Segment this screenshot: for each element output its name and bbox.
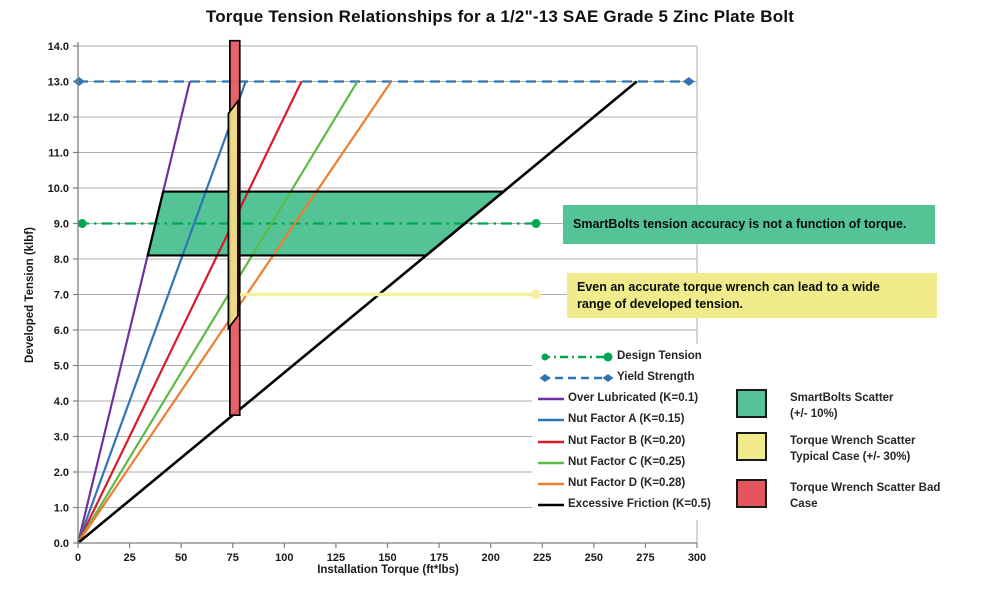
x-tick-label: 50 — [175, 552, 187, 564]
x-tick-label: 100 — [275, 552, 293, 564]
legend-label: Design Tension — [617, 350, 702, 362]
y-tick-label: 7.0 — [54, 290, 69, 302]
legend-item-nut-factor-b-k-0-20: Nut Factor B (K=0.20) — [532, 434, 728, 450]
y-tick-label: 6.0 — [54, 325, 69, 337]
x-tick-label: 0 — [75, 552, 81, 564]
region-torque-wrench-scatter-typical — [227, 98, 239, 331]
legend-item-design-tension: Design Tension — [532, 349, 728, 365]
legend-label: Yield Strength — [617, 371, 695, 384]
legend: Design Tension Yield Strength Over Lubrica… — [532, 344, 728, 520]
legend-sample-line — [538, 419, 564, 422]
legend-item-yield-strength: Yield Strength — [532, 370, 728, 386]
legend-marker-circle — [603, 352, 613, 362]
legend-label: Nut Factor B (K=0.20) — [568, 434, 686, 447]
legend-sample-line — [539, 374, 614, 383]
swatch-label-line: Torque Wrench Scatter — [790, 435, 916, 447]
callout-marker — [531, 289, 542, 300]
y-tick-label: 5.0 — [54, 361, 69, 373]
legend-marker-circle — [541, 353, 549, 361]
swatch-smartbolts-scatter — [736, 389, 767, 418]
legend-sample-line — [538, 397, 564, 401]
swatch-label-line: Torque Wrench Scatter Bad — [790, 482, 941, 494]
y-tick-label: 1.0 — [54, 503, 69, 515]
legend-item-over-lubricated-k-0-1: Over Lubricated (K=0.1) — [532, 391, 728, 407]
x-tick-label: 200 — [481, 552, 499, 564]
chart-title: Torque Tension Relationships for a 1/2"-… — [205, 7, 795, 26]
legend-label: Nut Factor D (K=0.28) — [568, 476, 686, 489]
x-tick-label: 275 — [636, 552, 654, 564]
swatch-label-line: (+/- 10%) — [790, 407, 838, 420]
annotation-smartbolts-text: SmartBolts tension accuracy is not a fun… — [573, 217, 907, 232]
y-tick-label: 2.0 — [54, 467, 69, 479]
legend-sample-line — [538, 503, 564, 507]
annotation-torque-wrench: Even an accurate torque wrench can lead … — [567, 273, 937, 318]
x-tick-label: 250 — [585, 552, 603, 564]
legend-sample-line — [541, 352, 613, 362]
y-tick-label: 0.0 — [54, 538, 69, 550]
legend-item-excessive-friction-k-0-5: Excessive Friction (K=0.5) — [532, 497, 728, 513]
y-tick-label: 11.0 — [48, 148, 69, 160]
annotation-torque-wrench-line1: Even an accurate torque wrench can lead … — [577, 280, 880, 294]
x-tick-label: 150 — [378, 552, 396, 564]
x-tick-label: 300 — [688, 552, 706, 564]
x-axis-title: Installation Torque (ft*lbs) — [317, 564, 459, 576]
series-line-nut-factor-c-k-0-25 — [77, 80, 359, 544]
y-tick-label: 14.0 — [48, 41, 69, 53]
swatch-label-line: Case — [790, 497, 818, 510]
legend-label: Nut Factor A (K=0.15) — [568, 413, 685, 426]
legend-sample-line — [538, 440, 564, 443]
annotation-torque-wrench-line2: range of developed tension. — [577, 296, 743, 311]
swatch-label-line: Typical Case (+/- 30%) — [790, 450, 911, 463]
y-axis-title: Developed Tension (klbf) — [24, 227, 36, 363]
swatch-label: Torque Wrench Scatter Bad Case — [790, 481, 940, 512]
y-tick-label: 10.0 — [48, 183, 69, 195]
legend-sample-line — [538, 482, 564, 486]
y-tick-label: 4.0 — [54, 396, 69, 408]
marker-circle-design-tension — [77, 219, 87, 228]
legend-label: Excessive Friction (K=0.5) — [568, 498, 711, 511]
x-tick-label: 225 — [533, 552, 551, 564]
series-line-nut-factor-b-k-0-20 — [77, 81, 303, 544]
series-line-excessive-friction-k-0-5 — [77, 80, 638, 545]
marker-diamond-yield-strength — [682, 77, 695, 86]
legend-item-nut-factor-c-k-0-25: Nut Factor C (K=0.25) — [532, 455, 728, 471]
x-tick-label: 25 — [123, 552, 135, 564]
x-tick-label: 175 — [430, 552, 448, 564]
series-line-over-lubricated-k-0-1 — [76, 81, 191, 544]
legend-marker-diamond — [602, 374, 614, 383]
y-tick-label: 13.0 — [48, 77, 69, 89]
x-tick-label: 125 — [327, 552, 345, 564]
swatch-label: SmartBolts Scatter (+/- 10%) — [790, 391, 894, 422]
swatch-torque-wrench-scatter-bad — [736, 479, 767, 508]
legend-item-nut-factor-d-k-0-28: Nut Factor D (K=0.28) — [532, 476, 728, 492]
scatter-legend: SmartBolts Scatter (+/- 10%) Torque Wrench… — [736, 386, 992, 522]
series-line-nut-factor-a-k-0-15 — [76, 81, 247, 544]
legend-item-nut-factor-a-k-0-15: Nut Factor A (K=0.15) — [532, 412, 728, 428]
swatch-torque-wrench-scatter — [736, 432, 767, 461]
annotation-smartbolts: SmartBolts tension accuracy is not a fun… — [563, 205, 935, 244]
legend-sample-line — [538, 461, 564, 465]
marker-diamond-yield-strength — [73, 77, 86, 86]
y-tick-label: 9.0 — [54, 219, 69, 231]
y-tick-label: 8.0 — [54, 254, 69, 266]
legend-marker-diamond — [539, 374, 551, 383]
y-tick-label: 12.0 — [48, 112, 69, 124]
y-tick-label: 3.0 — [54, 432, 69, 444]
marker-circle-design-tension — [531, 219, 541, 228]
region-smartbolts-scatter — [146, 190, 507, 257]
legend-label: Nut Factor C (K=0.25) — [568, 455, 686, 468]
legend-label: Over Lubricated (K=0.1) — [568, 392, 699, 405]
swatch-label: Torque Wrench Scatter Typical Case (+/- 3… — [790, 434, 915, 465]
x-tick-label: 75 — [227, 552, 239, 564]
swatch-label-line: SmartBolts Scatter — [790, 392, 894, 404]
